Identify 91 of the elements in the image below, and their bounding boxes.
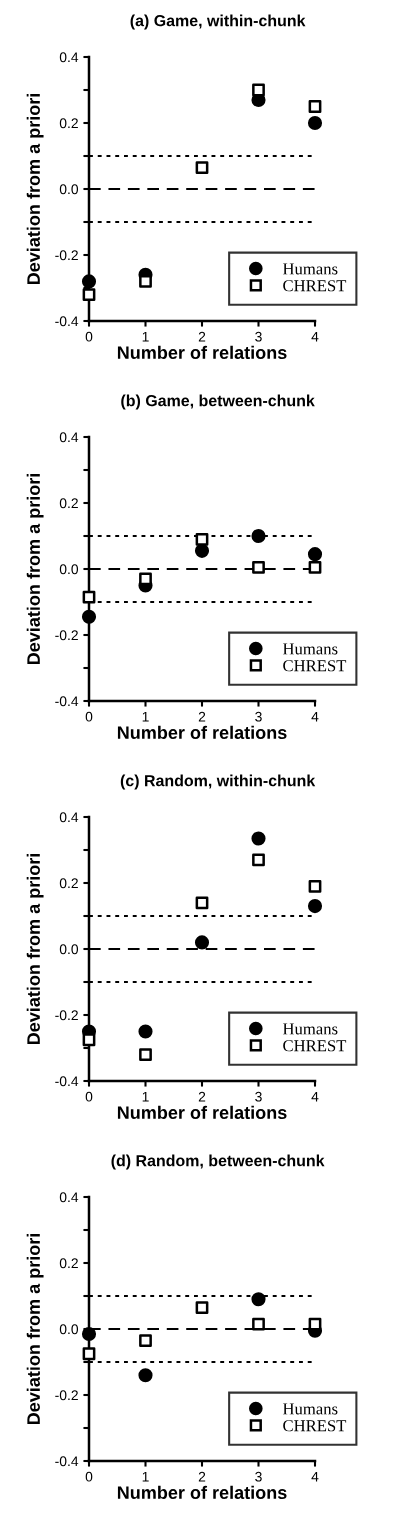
point (195, 896, 209, 910)
point (82, 590, 96, 604)
point (194, 543, 210, 558)
point (252, 83, 265, 97)
x-tick-label: 1 (142, 711, 149, 722)
x-tick-label: 0 (85, 1471, 93, 1482)
y-tick-label: 0.0 (59, 564, 79, 575)
y-tick-label: 0.4 (59, 432, 79, 443)
x-tick-label: 3 (255, 1091, 262, 1102)
x-tick-label: 0 (85, 711, 93, 722)
point (195, 532, 209, 546)
x-tick-label: 2 (198, 331, 206, 342)
point (252, 560, 265, 574)
point (194, 935, 210, 950)
legend-label: CHREST (283, 1040, 347, 1052)
x-tick-label: 3 (255, 331, 262, 342)
point (307, 899, 323, 914)
y-tick-label: 0.2 (59, 118, 78, 129)
y-tick-label: 0.2 (59, 878, 78, 889)
y-tick-label: -0.4 (55, 1076, 79, 1087)
x-tick-label: 2 (198, 1091, 206, 1102)
y-tick-label: -0.2 (55, 1010, 78, 1021)
y-tick-label: -0.2 (55, 1390, 78, 1401)
point (82, 1033, 96, 1047)
point (308, 560, 322, 574)
point (138, 1024, 153, 1039)
y-axis-title: Deviation from a priori (26, 473, 44, 665)
y-tick-label: 0.2 (59, 1258, 78, 1269)
y-axis-title: Deviation from a priori (26, 93, 44, 285)
legend-label: Humans (282, 263, 338, 275)
y-tick-label: 0.4 (59, 812, 79, 823)
point (81, 1326, 97, 1342)
y-axis-title: Deviation from a priori (26, 853, 44, 1045)
chart-title: (d) Random, between-chunk (111, 1154, 325, 1170)
x-tick-label: 0 (85, 1091, 93, 1102)
y-tick-label: 0.4 (59, 1192, 79, 1203)
y-tick-label: 0.0 (59, 184, 79, 195)
x-axis-title: Number of relations (117, 1485, 287, 1500)
x-axis-title: Number of relations (117, 725, 287, 740)
legend-label: CHREST (283, 1420, 347, 1432)
legend-label: Humans (282, 1023, 338, 1035)
legend-label: CHREST (283, 280, 347, 292)
legend-label: Humans (282, 1403, 338, 1415)
x-tick-label: 4 (311, 711, 319, 722)
x-tick-label: 1 (142, 1471, 149, 1482)
x-tick-label: 4 (311, 331, 319, 342)
y-tick-label: 0.4 (59, 52, 79, 63)
point (251, 831, 266, 846)
y-tick-label: 0.2 (59, 498, 78, 509)
x-tick-label: 4 (311, 1091, 319, 1102)
point (251, 1292, 266, 1307)
point (308, 879, 322, 893)
x-tick-label: 3 (255, 1471, 262, 1482)
point (139, 1334, 152, 1347)
x-axis-title: Number of relations (117, 345, 287, 360)
x-tick-label: 1 (142, 331, 149, 342)
point (82, 288, 96, 301)
point (251, 528, 266, 544)
point (308, 1317, 322, 1331)
point (308, 100, 322, 113)
point (252, 1317, 265, 1331)
point (252, 853, 265, 867)
y-tick-label: -0.2 (55, 250, 78, 261)
x-tick-label: 3 (255, 711, 262, 722)
y-tick-label: -0.2 (55, 630, 78, 641)
point (139, 1048, 152, 1061)
point (81, 274, 97, 289)
y-axis-title: Deviation from a priori (26, 1233, 44, 1425)
x-tick-label: 2 (198, 711, 206, 722)
legend-label: Humans (282, 643, 338, 655)
point (138, 1368, 153, 1383)
x-tick-label: 0 (85, 331, 93, 342)
point (307, 547, 323, 562)
point (195, 161, 209, 174)
y-tick-label: -0.4 (55, 1456, 79, 1467)
legend-label: CHREST (283, 660, 347, 672)
x-tick-label: 2 (198, 1471, 206, 1482)
x-axis-title: Number of relations (117, 1105, 287, 1120)
y-tick-label: -0.4 (55, 316, 79, 327)
point (307, 115, 323, 131)
chart-title: (b) Game, between-chunk (121, 394, 315, 410)
y-tick-label: 0.0 (59, 944, 79, 955)
point (195, 1301, 209, 1314)
point (81, 609, 97, 624)
y-tick-label: -0.4 (55, 696, 79, 707)
chart-title: (c) Random, within-chunk (120, 774, 316, 790)
x-tick-label: 1 (142, 1091, 149, 1102)
y-tick-label: 0.0 (59, 1324, 79, 1335)
x-tick-label: 4 (311, 1471, 319, 1482)
point (82, 1347, 96, 1361)
chart-title: (a) Game, within-chunk (130, 14, 306, 30)
